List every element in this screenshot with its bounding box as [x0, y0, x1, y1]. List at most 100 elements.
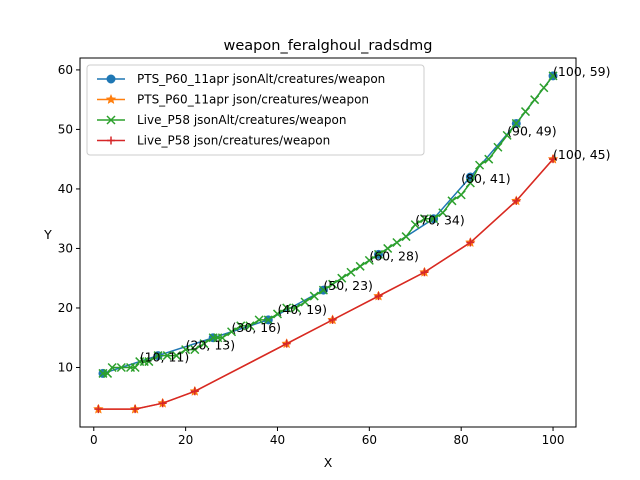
x-tick-label: 20 [178, 433, 193, 447]
series-3-point [346, 267, 356, 277]
series-3-point [328, 279, 338, 289]
series-3-point [502, 130, 512, 140]
legend-swatch-marker [106, 74, 116, 84]
series-4-point [512, 196, 521, 205]
point-annotation: (20, 13) [186, 338, 236, 353]
series-4-point [131, 405, 140, 414]
series-3-point [530, 95, 540, 105]
x-axis-label: X [324, 455, 333, 470]
series-3-point [401, 232, 411, 242]
x-tick-label: 100 [542, 433, 565, 447]
plot-frame [79, 57, 577, 428]
axis-ticks: 0 20 40 60 80 100 10 20 30 40 50 60 [58, 63, 565, 447]
series-3-point [217, 333, 227, 343]
series-4-point [328, 315, 337, 324]
series-3-point [383, 243, 393, 253]
x-tick-label: 60 [362, 433, 377, 447]
series-3-point [181, 345, 191, 355]
point-annotation: (10, 11) [140, 350, 190, 365]
x-tick-label: 40 [270, 433, 285, 447]
x-tick-label: 0 [90, 433, 98, 447]
series-3-point [438, 208, 448, 218]
series-3-point [548, 71, 558, 81]
series-3-point [511, 118, 521, 128]
series-3-point [309, 291, 319, 301]
legend-entry-label: Live_P58 jsonAlt/creatures/weapon [137, 113, 346, 127]
series-3-point [447, 196, 457, 206]
series-4-point [282, 339, 291, 348]
point-annotation: (60, 28) [369, 248, 419, 263]
data-annotations: (10, 11)(20, 13) (30, 16) (40, 19) (50, 23)… [140, 64, 611, 365]
series-3-point [300, 297, 310, 307]
series-3-point [144, 357, 154, 367]
series-3-point [190, 345, 200, 355]
legend-box [86, 64, 425, 156]
series-3-point [373, 249, 384, 259]
series-3-point [475, 160, 485, 170]
point-annotation: (100, 59) [553, 64, 610, 79]
series-3-point [337, 273, 347, 283]
series-4-point [549, 155, 558, 164]
series-3-point [245, 321, 255, 331]
series-4-point [420, 268, 429, 277]
chart-title: weapon_feralghoul_radsdmg [224, 38, 433, 54]
series-3-point [410, 220, 420, 230]
series-3-point [364, 255, 374, 265]
series-3-point [254, 315, 264, 325]
series-3-point [465, 178, 475, 188]
y-tick-label: 20 [58, 301, 73, 315]
series-3-point [520, 107, 531, 117]
series-3-point [456, 190, 466, 200]
series-3-point [539, 83, 549, 93]
series-3-point [107, 362, 117, 373]
y-tick-label: 50 [58, 122, 73, 136]
series-4-point [466, 238, 475, 247]
series-4-point [158, 399, 167, 408]
series-3-point [162, 351, 172, 361]
legend-swatch-marker [105, 93, 117, 105]
point-annotation: (70, 34) [415, 213, 465, 228]
series-3-point [236, 321, 246, 331]
series-3-point [199, 339, 209, 349]
legend-swatch-marker [106, 115, 116, 125]
y-tick-label: 40 [58, 182, 73, 196]
series-4-point [190, 387, 199, 396]
series-4-point [94, 405, 103, 414]
y-axis-label: Y [43, 227, 52, 242]
point-annotation: (30, 16) [232, 320, 282, 335]
series-3-point [291, 303, 301, 313]
series-3-point [493, 142, 503, 152]
y-tick-label: 60 [58, 63, 73, 77]
legend: PTS_P60_11apr jsonAlt/creatures/weapon PT… [86, 64, 425, 156]
point-annotation: (40, 19) [277, 302, 327, 317]
series-3-point [355, 261, 365, 271]
series-3-point [130, 362, 140, 373]
y-tick-label: 10 [58, 360, 73, 374]
series-3-point [484, 154, 494, 164]
point-annotation: (50, 23) [323, 278, 373, 293]
legend-swatch-marker [107, 136, 115, 145]
series-3-point [318, 285, 328, 295]
series-3-point [153, 351, 163, 361]
series-3-point [392, 237, 402, 248]
series-3-point [227, 327, 237, 337]
series-3 [98, 71, 558, 378]
point-annotation: (90, 49) [507, 123, 557, 138]
series-3-point [263, 315, 273, 325]
series-3-point [171, 351, 181, 361]
series-4-point [374, 292, 383, 301]
x-tick-label: 80 [454, 433, 469, 447]
series-3-point [103, 368, 113, 378]
point-annotation: (80, 41) [461, 171, 511, 186]
series-3-point [272, 309, 283, 319]
plot-area [92, 71, 559, 414]
point-annotation: (100, 45) [553, 147, 610, 162]
legend-entry-label: PTS_P60_11apr jsonAlt/creatures/weapon [137, 72, 385, 86]
series-3-point [419, 214, 429, 224]
series-3-point [282, 303, 292, 313]
series-3-point [116, 362, 126, 373]
legend-entry-label: Live_P58 json/creatures/weapon [137, 134, 330, 148]
y-tick-label: 30 [58, 241, 73, 255]
legend-entry-label: PTS_P60_11apr json/creatures/weapon [137, 93, 369, 107]
